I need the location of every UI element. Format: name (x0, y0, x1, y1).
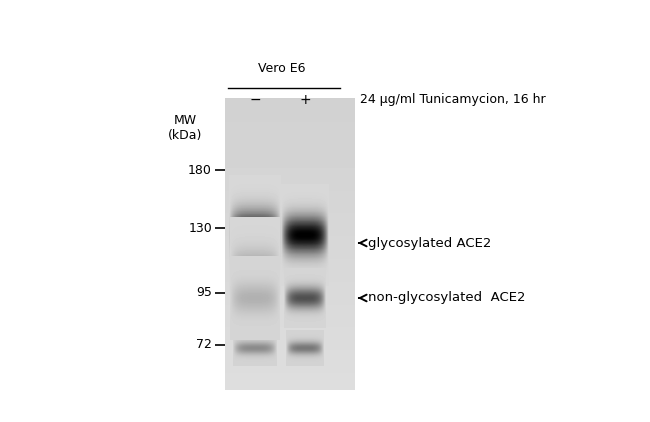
Text: 24 μg/ml Tunicamycion, 16 hr: 24 μg/ml Tunicamycion, 16 hr (360, 94, 545, 106)
Text: Vero E6: Vero E6 (258, 62, 306, 75)
Text: MW: MW (174, 114, 196, 127)
Text: glycosylated ACE2: glycosylated ACE2 (368, 236, 491, 249)
Text: +: + (299, 93, 311, 107)
Text: 95: 95 (196, 287, 212, 300)
Text: non-glycosylated  ACE2: non-glycosylated ACE2 (368, 292, 525, 305)
Text: 72: 72 (196, 338, 212, 352)
Text: 130: 130 (188, 222, 212, 235)
Text: −: − (249, 93, 261, 107)
Text: (kDa): (kDa) (168, 129, 202, 141)
Text: 180: 180 (188, 163, 212, 176)
